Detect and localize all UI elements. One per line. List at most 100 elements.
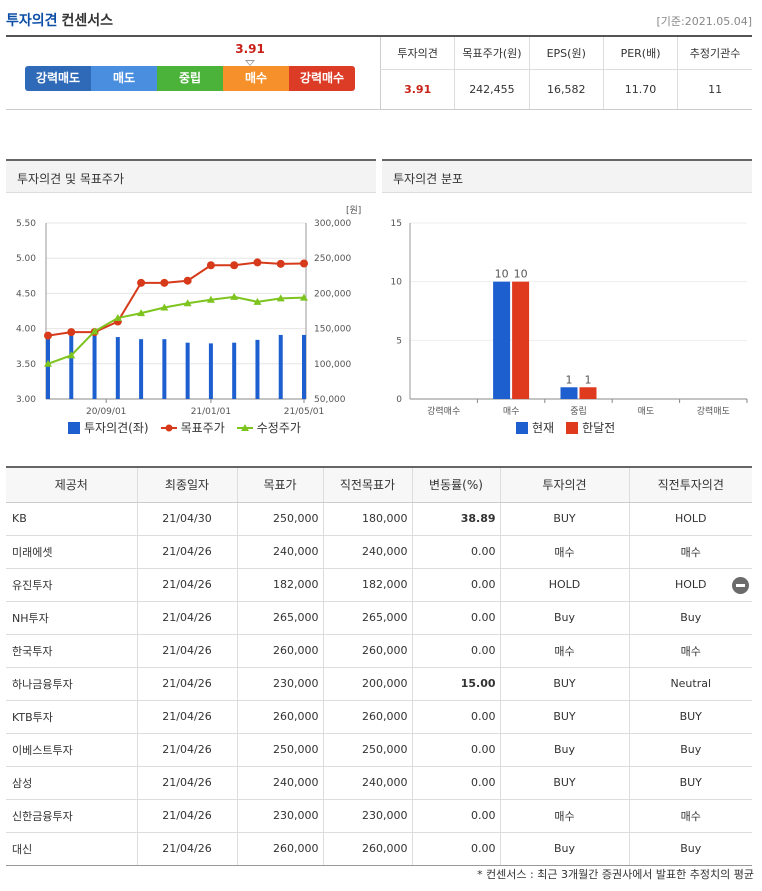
table-cell: KTB투자 bbox=[6, 700, 137, 734]
table-cell: 대신 bbox=[6, 832, 137, 866]
opinion-score: 3.91 bbox=[235, 42, 265, 56]
x-tick-label: 중립 bbox=[570, 406, 587, 417]
legend-label: 목표주가 bbox=[180, 421, 225, 435]
bar-value-label: 10 bbox=[514, 268, 528, 281]
y-right-tick-label: 100,000 bbox=[314, 360, 351, 370]
chart-title: 투자의견 분포 bbox=[393, 172, 464, 186]
y-left-tick-label: 4.00 bbox=[16, 325, 36, 335]
opinion-bar bbox=[139, 339, 144, 399]
table-cell: BUY bbox=[499, 502, 629, 536]
table-cell: 182,000 bbox=[236, 568, 323, 602]
table-cell: 0.00 bbox=[411, 832, 500, 866]
table-row: 유진투자 21/04/26 182,000 182,000 0.00 HOLD HOLD bbox=[6, 568, 752, 602]
table-cell: KB bbox=[6, 502, 137, 536]
title-sub: 컨센서스 bbox=[61, 13, 114, 29]
table-cell: 21/04/26 bbox=[136, 667, 237, 701]
table-cell: 21/04/30 bbox=[136, 502, 237, 536]
opinion-target-chart: 5.50 5.00 4.50 4.00 3.50 3.00 300,000 250,000 20… bbox=[16, 205, 361, 417]
legend-item: 목표주가 bbox=[160, 419, 225, 436]
table-cell: 매수 bbox=[499, 535, 629, 569]
table-cell: 260,000 bbox=[236, 832, 323, 866]
target-price-point bbox=[160, 278, 169, 287]
adjusted-price-line bbox=[47, 295, 305, 365]
table-cell: 매수 bbox=[628, 634, 752, 668]
table-cell: 200,000 bbox=[322, 667, 412, 701]
opinion-scale: 3.91 강력매도 매도 중립 매수 강력매수 bbox=[6, 37, 380, 110]
legend-label: 수정주가 bbox=[256, 421, 301, 435]
opinion-bar bbox=[46, 337, 50, 399]
opinion-bar bbox=[69, 335, 74, 399]
summary-value: 16,582 bbox=[528, 69, 604, 110]
table-row: NH투자 21/04/26 265,000 265,000 0.00 Buy Buy bbox=[6, 601, 752, 635]
opinion-segment: 매도 bbox=[91, 66, 157, 91]
table-cell: 21/04/26 bbox=[136, 535, 237, 569]
table-cell: 250,000 bbox=[322, 733, 412, 767]
opinion-segment: 중립 bbox=[157, 66, 223, 91]
table-cell: 0.00 bbox=[411, 535, 500, 569]
adjusted-price-point bbox=[137, 309, 146, 317]
opinion-bar bbox=[185, 342, 190, 399]
table-cell: 265,000 bbox=[236, 601, 323, 635]
opinion-bar bbox=[278, 334, 283, 399]
table-row: 한국투자 21/04/26 260,000 260,000 0.00 매수 매수 bbox=[6, 634, 752, 668]
y-tick-label: 15 bbox=[391, 219, 402, 229]
table-cell: BUY bbox=[628, 766, 752, 800]
table-cell: 21/04/26 bbox=[136, 700, 237, 734]
y-right-tick-label: 250,000 bbox=[314, 254, 351, 264]
target-price-point bbox=[44, 331, 52, 340]
summary-header: PER(배) bbox=[602, 37, 678, 70]
opinion-bar bbox=[232, 342, 237, 399]
table-cell: HOLD bbox=[628, 502, 752, 536]
adjusted-price-point bbox=[160, 303, 169, 311]
legend-triangle-line-icon bbox=[236, 423, 253, 431]
table-cell: 미래에셋 bbox=[6, 535, 137, 569]
column-header: 목표가 bbox=[236, 466, 323, 503]
summary-header: 추정기관수 bbox=[677, 37, 752, 70]
table-cell: Buy bbox=[499, 733, 629, 767]
opinion-bar: 강력매도 매도 중립 매수 강력매수 bbox=[25, 66, 355, 91]
column-header: 직전투자의견 bbox=[628, 466, 752, 503]
y-right-tick-label: 200,000 bbox=[314, 289, 351, 299]
table-cell: 매수 bbox=[499, 634, 629, 668]
table-cell: 21/04/26 bbox=[136, 733, 237, 767]
y-right-unit-label: [원] bbox=[346, 205, 361, 216]
summary-header: 목표주가(원) bbox=[454, 37, 530, 70]
table-cell: 265,000 bbox=[322, 601, 412, 635]
legend-item: 한달전 bbox=[566, 419, 615, 436]
table-cell: Buy bbox=[628, 733, 752, 767]
y-right-tick-label: 50,000 bbox=[314, 395, 346, 405]
opinion-target-chart-header: 투자의견 및 목표주가 bbox=[6, 159, 376, 193]
legend-label: 투자의견(좌) bbox=[84, 421, 149, 435]
summary-header: 투자의견 bbox=[379, 37, 455, 70]
chart-legend: 투자의견(좌) 목표주가 수정주가 bbox=[68, 419, 301, 436]
legend-square-icon bbox=[566, 421, 579, 434]
opinion-distribution-header: 투자의견 분포 bbox=[382, 159, 752, 193]
table-cell: 매수 bbox=[499, 799, 629, 833]
table-cell: BUY bbox=[499, 700, 629, 734]
adjusted-price-point bbox=[113, 314, 122, 322]
y-tick-label: 10 bbox=[391, 278, 403, 288]
x-tick-label: 21/05/01 bbox=[284, 407, 324, 417]
table-cell: 삼성 bbox=[6, 766, 137, 800]
table-cell: 0.00 bbox=[411, 733, 500, 767]
x-tick-label: 강력매도 bbox=[697, 405, 730, 417]
table-cell: 21/04/26 bbox=[136, 766, 237, 800]
table-cell: 15.00 bbox=[411, 667, 500, 701]
table-cell: NH투자 bbox=[6, 601, 137, 635]
table-row: 이베스트투자 21/04/26 250,000 250,000 0.00 Buy Buy bbox=[6, 733, 752, 767]
y-left-tick-label: 5.00 bbox=[16, 254, 36, 264]
section-title: 투자의견 컨센서스 bbox=[6, 10, 113, 30]
chart-legend: 현재 한달전 bbox=[516, 419, 615, 436]
table-cell: 매수 bbox=[628, 799, 752, 833]
adjusted-price-point bbox=[300, 293, 308, 301]
opinion-segment: 매수 bbox=[223, 66, 289, 91]
target-price-point bbox=[137, 278, 146, 287]
opinion-marker-icon bbox=[245, 60, 256, 66]
opinion-bar bbox=[162, 339, 167, 399]
header-divider bbox=[6, 35, 752, 37]
table-cell: BUY bbox=[499, 667, 629, 701]
table-cell: Buy bbox=[628, 832, 752, 866]
collapse-minus-icon[interactable] bbox=[732, 576, 749, 594]
table-cell: 이베스트투자 bbox=[6, 733, 137, 767]
table-cell: 21/04/26 bbox=[136, 799, 237, 833]
